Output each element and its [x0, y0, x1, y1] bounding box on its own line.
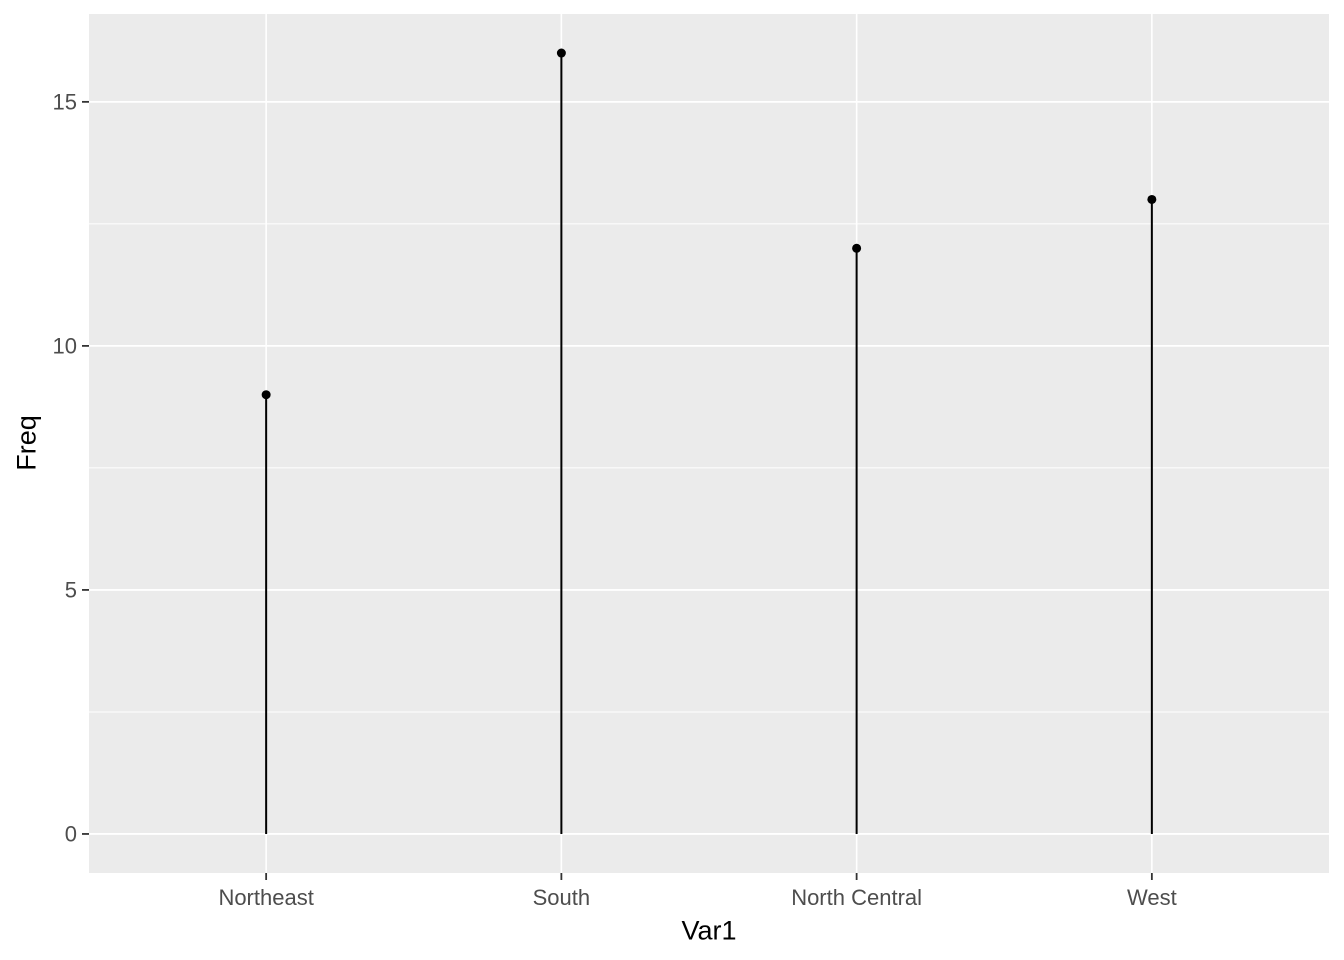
x-tick-label: West — [1127, 885, 1177, 910]
x-tick-label: Northeast — [218, 885, 313, 910]
x-axis-title: Var1 — [681, 915, 737, 946]
data-point — [261, 390, 271, 400]
x-tick-label: South — [533, 885, 591, 910]
y-axis-title: Freq — [11, 415, 42, 471]
plot-panel — [89, 14, 1329, 873]
data-point — [1147, 194, 1157, 204]
data-point — [852, 243, 862, 253]
x-tick-label: North Central — [791, 885, 922, 910]
y-tick-label: 5 — [65, 577, 77, 602]
y-tick-label: 10 — [53, 333, 77, 358]
y-tick-label: 15 — [53, 89, 77, 114]
data-point — [556, 48, 566, 58]
y-tick-label: 0 — [65, 821, 77, 846]
